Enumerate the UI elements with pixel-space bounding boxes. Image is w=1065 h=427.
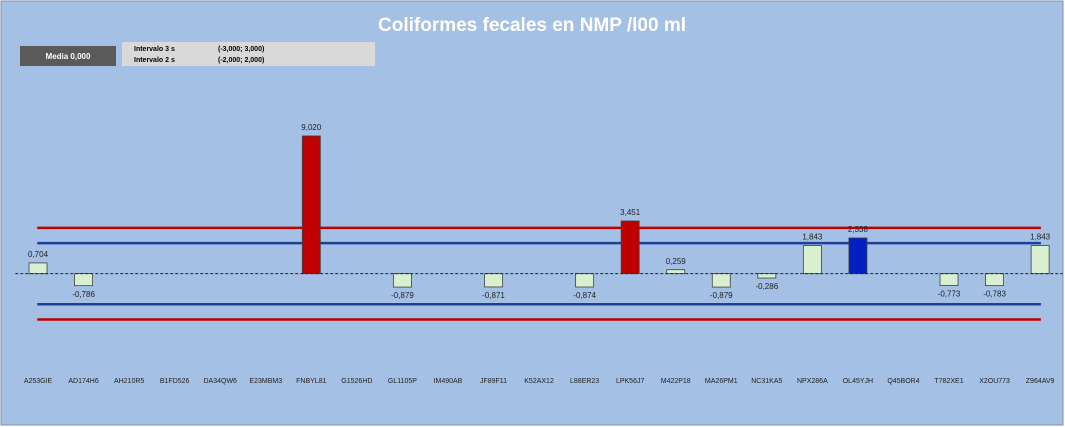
interval-range: (-2,000; 2,000) [218,57,264,64]
x-tick-label: E23MBM3 [249,378,282,385]
value-label: -0,871 [482,291,505,300]
x-tick-label: Q45BOR4 [887,378,919,385]
x-tick-label: G1526HD [341,378,372,385]
value-label: 3,451 [620,208,641,217]
value-label: 9,020 [301,123,322,132]
bar [620,220,640,275]
x-tick-label: DA34QW6 [203,378,237,385]
x-tick-label: T782XE1 [934,378,963,385]
bar [802,245,822,275]
value-label: 1,843 [802,233,823,242]
x-tick-label: GL1105P [388,378,417,385]
bar [74,273,93,287]
value-label: -0,879 [710,291,733,300]
value-label: -0,773 [938,290,961,299]
x-tick-label: NC31KA5 [751,378,782,385]
bar [711,273,731,288]
bar [575,273,595,288]
value-label: 1,843 [1030,233,1051,242]
bar [393,273,412,288]
bar [28,262,48,275]
value-label: 0,704 [28,250,49,259]
x-tick-label: NPX286A [797,378,828,385]
bar [939,273,959,286]
bar [848,237,868,275]
x-tick-label: FNBYL81 [296,378,326,385]
interval-box [122,42,375,66]
chart-title: Coliformes fecales en NMP /l00 ml [378,15,686,36]
x-tick-label: K52AX12 [524,378,554,385]
bar [484,273,503,288]
value-label: -0,874 [573,291,596,300]
value-label: 2,338 [848,225,869,234]
x-tick-label: M422P18 [661,378,691,385]
x-tick-label: Z964AV9 [1026,378,1055,385]
x-tick-label: AD174H6 [68,378,98,385]
interval-label: Intervalo 3 s [134,46,175,53]
x-tick-label: X2OU773 [979,378,1010,385]
bar [757,273,777,279]
interval-range: (-3,000; 3,000) [218,46,264,53]
x-tick-label: MA26PM1 [705,378,738,385]
bar [666,269,686,275]
x-tick-label: AH210R5 [114,378,144,385]
interval-label: Intervalo 2 s [134,57,175,64]
x-tick-label: OL45YJH [843,378,873,385]
x-tick-label: JF89F11 [480,378,507,385]
value-label: -0,879 [391,291,414,300]
bar [1030,245,1050,275]
x-tick-label: IM490AB [434,378,463,385]
bar [301,135,321,275]
x-tick-label: L88ER23 [570,378,599,385]
value-label: -0,286 [755,282,778,291]
bar [985,273,1004,287]
value-label: -0,786 [72,290,95,299]
value-label: -0,783 [983,290,1006,299]
media-box [20,46,116,66]
x-tick-label: B1FD526 [160,378,190,385]
x-tick-label: A253GIE [24,378,53,385]
x-tick-label: LPK56J7 [616,378,645,385]
media-label: Media 0,000 [46,52,91,61]
value-label: 0,259 [666,257,687,266]
